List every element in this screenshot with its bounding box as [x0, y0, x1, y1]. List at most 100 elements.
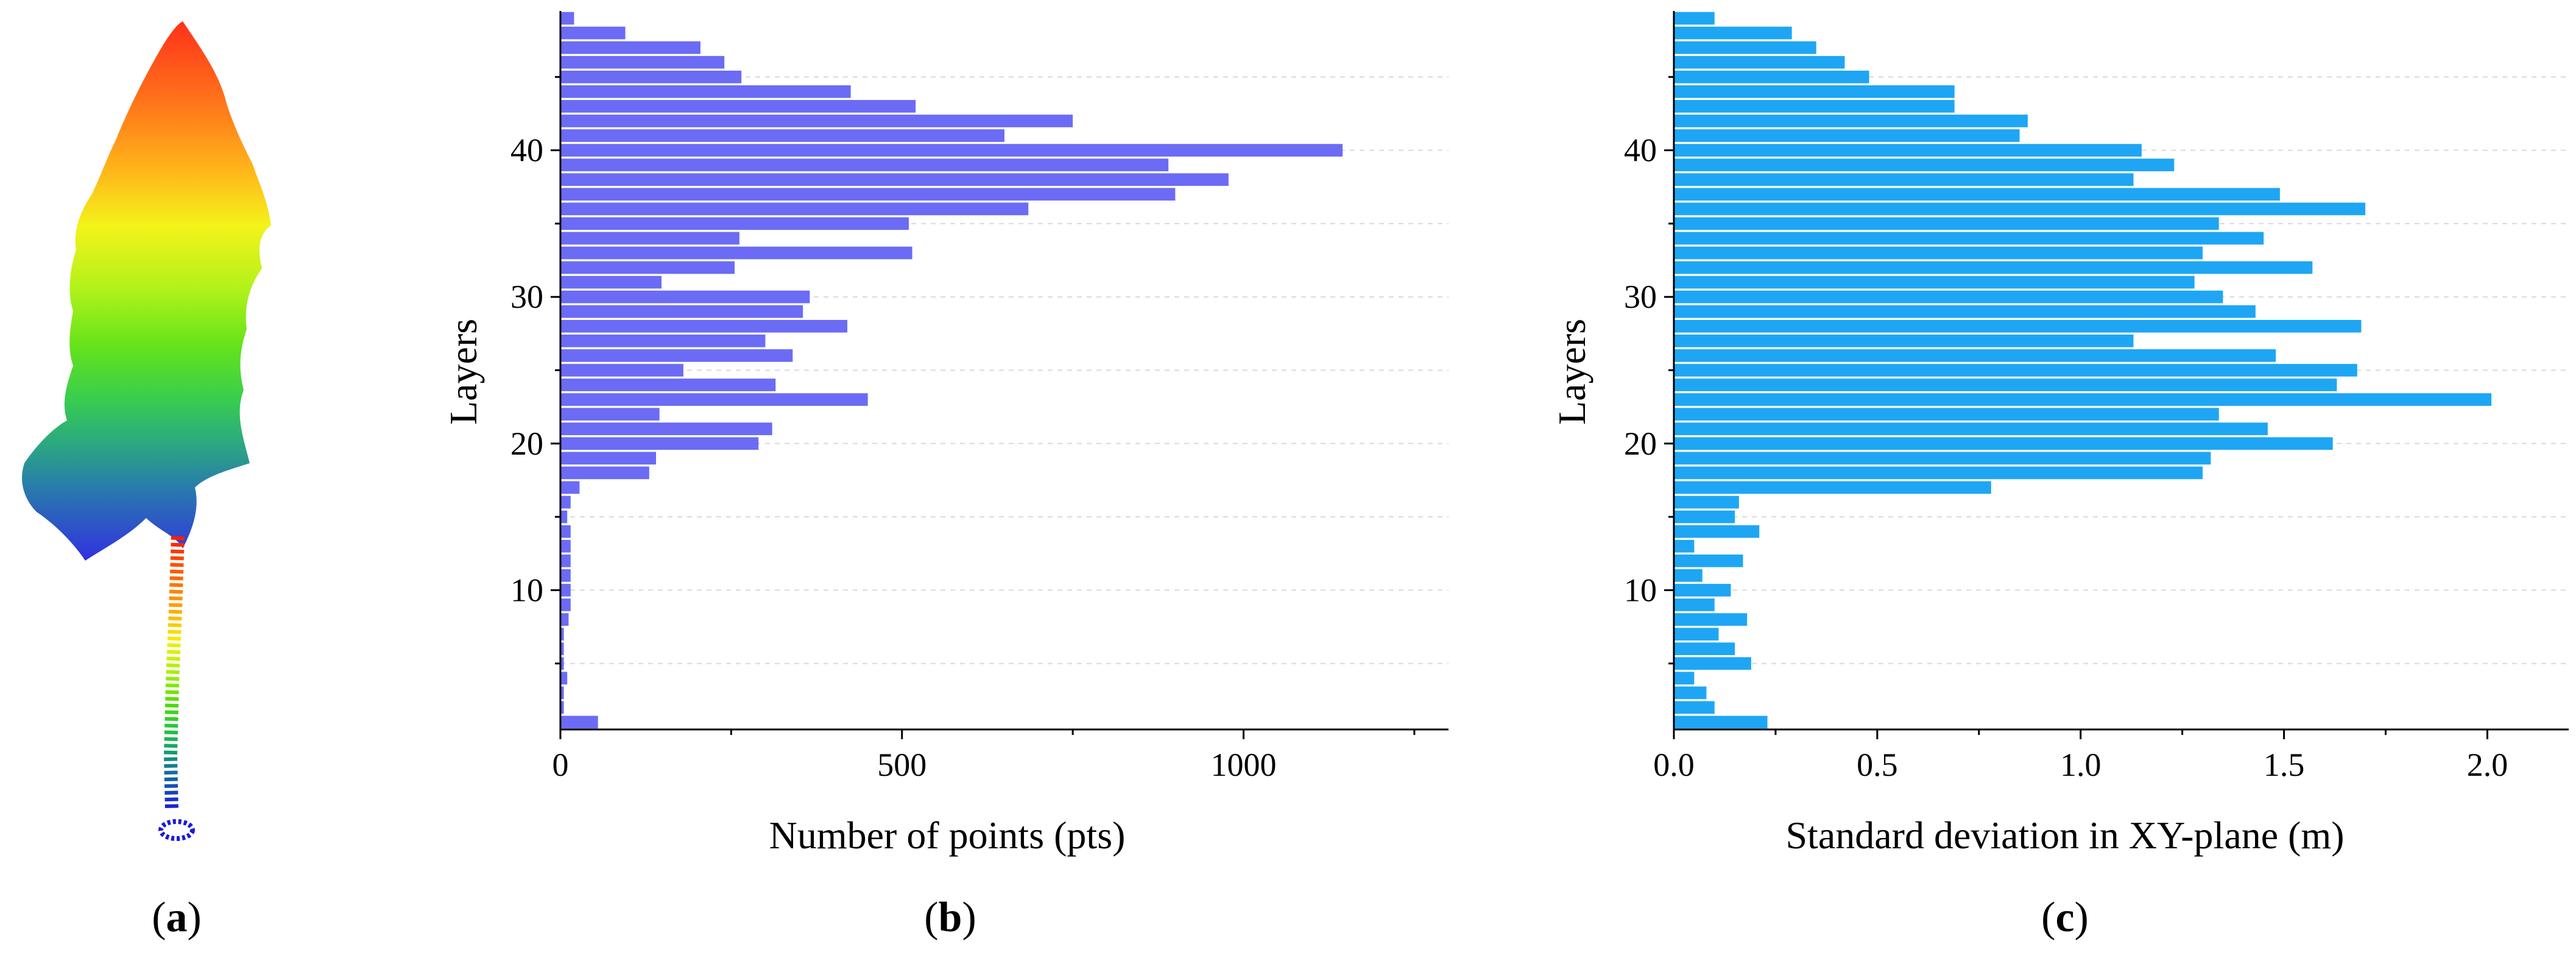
bar-layer-9 — [1674, 598, 1715, 611]
bar-layer-18 — [1674, 466, 2203, 480]
bar-layer-41 — [560, 129, 1004, 142]
x-tick-label: 500 — [877, 747, 926, 783]
bar-layer-24 — [560, 378, 776, 391]
bar-layer-6 — [1674, 642, 1735, 656]
bar-layer-35 — [560, 217, 909, 230]
bar-layer-13 — [560, 539, 571, 553]
bar-layer-8 — [560, 613, 569, 626]
panel-label-c: (c) — [2041, 894, 2089, 941]
x-tick-label: 1000 — [1211, 747, 1277, 783]
bar-layer-40 — [1674, 144, 2142, 157]
tree-trunk — [163, 536, 185, 811]
bar-layer-14 — [560, 525, 571, 538]
x-tick-label: 1.5 — [2264, 747, 2305, 783]
y-tick-label: 40 — [510, 132, 543, 169]
bar-layer-9 — [560, 598, 571, 611]
bar-layer-13 — [1674, 539, 1695, 553]
bar-layer-33 — [560, 246, 912, 260]
bar-layer-7 — [560, 628, 564, 640]
chart-b-bars — [560, 12, 1343, 729]
bar-layer-39 — [560, 158, 1169, 171]
bar-layer-34 — [560, 232, 739, 245]
bar-layer-16 — [1674, 495, 1739, 509]
x-tick-label: 2.0 — [2467, 747, 2508, 783]
bar-layer-37 — [1674, 188, 2280, 201]
bar-layer-8 — [1674, 613, 1748, 626]
bar-layer-30 — [1674, 290, 2223, 303]
bar-layer-49 — [1674, 12, 1715, 25]
bar-layer-12 — [1674, 554, 1743, 567]
x-tick-label: 0.5 — [1857, 747, 1898, 783]
bar-layer-39 — [1674, 158, 2175, 171]
bar-layer-5 — [1674, 657, 1751, 670]
bar-layer-27 — [560, 335, 766, 347]
bar-layer-44 — [560, 85, 851, 98]
bar-layer-20 — [560, 437, 759, 450]
chart-b-y-axis-title: Layers — [442, 319, 485, 425]
bar-layer-2 — [560, 701, 564, 714]
tree-point-cloud-illustration — [22, 21, 271, 841]
y-tick-label: 10 — [1624, 572, 1657, 608]
bar-layer-15 — [560, 510, 568, 523]
bar-layer-26 — [560, 349, 793, 362]
bar-layer-17 — [1674, 481, 1991, 494]
bar-layer-45 — [1674, 70, 1869, 83]
bar-layer-4 — [1674, 672, 1695, 685]
bar-layer-31 — [560, 275, 662, 289]
bar-layer-31 — [1674, 275, 2195, 289]
y-tick-label: 20 — [1624, 425, 1657, 462]
bar-layer-46 — [560, 55, 725, 69]
bar-layer-5 — [560, 657, 564, 670]
bar-layer-7 — [1674, 628, 1719, 640]
bar-layer-38 — [1674, 173, 2134, 186]
bar-layer-30 — [560, 290, 810, 303]
tree-base — [158, 819, 195, 841]
y-tick-label: 30 — [510, 279, 543, 315]
bar-layer-43 — [1674, 100, 1955, 113]
bar-layer-44 — [1674, 85, 1955, 98]
bar-layer-22 — [1674, 408, 2219, 421]
chart-b-y-ticks: 10 20 30 40 — [510, 76, 560, 665]
bar-layer-41 — [1674, 129, 2020, 142]
bar-layer-37 — [560, 188, 1176, 201]
bar-layer-42 — [1674, 115, 2028, 127]
bar-layer-11 — [560, 569, 571, 582]
bar-layer-23 — [560, 393, 868, 406]
chart-c-std-dev-per-layer: 0.0 0.5 1.0 1.5 2.0 10 20 30 40 Standard deviat… — [1550, 11, 2569, 857]
bar-layer-46 — [1674, 55, 1845, 69]
bar-layer-19 — [1674, 452, 2211, 465]
bar-layer-49 — [560, 12, 574, 25]
bar-layer-18 — [560, 466, 649, 480]
bar-layer-36 — [1674, 202, 2366, 216]
bar-layer-35 — [1674, 217, 2219, 230]
bar-layer-2 — [1674, 701, 1715, 714]
chart-b-x-axis-title: Number of points (pts) — [769, 814, 1126, 857]
bar-layer-21 — [560, 422, 772, 436]
bar-layer-29 — [1674, 305, 2256, 318]
bar-layer-28 — [560, 319, 848, 333]
bar-layer-23 — [1674, 393, 2492, 406]
bar-layer-25 — [1674, 364, 2357, 377]
bar-layer-21 — [1674, 422, 2268, 436]
bar-layer-29 — [560, 305, 803, 318]
chart-c-x-ticks: 0.0 0.5 1.0 1.5 2.0 — [1653, 729, 2508, 783]
bar-layer-26 — [1674, 349, 2276, 362]
chart-c-y-ticks: 10 20 30 40 — [1624, 76, 1674, 665]
bar-layer-10 — [560, 584, 571, 597]
bar-layer-20 — [1674, 437, 2333, 450]
bar-layer-25 — [560, 364, 683, 377]
bar-layer-48 — [560, 26, 626, 40]
x-tick-label: 0.0 — [1653, 747, 1695, 783]
bar-layer-28 — [1674, 319, 2362, 333]
panel-label-a: (a) — [152, 894, 202, 941]
bar-layer-48 — [1674, 26, 1792, 40]
bar-layer-15 — [1674, 510, 1735, 523]
bar-layer-45 — [560, 70, 742, 83]
bar-layer-4 — [560, 672, 568, 685]
bar-layer-12 — [560, 554, 571, 567]
bar-layer-36 — [560, 202, 1029, 216]
bar-layer-43 — [560, 100, 916, 113]
bar-layer-17 — [560, 481, 580, 494]
bar-layer-47 — [1674, 41, 1816, 54]
